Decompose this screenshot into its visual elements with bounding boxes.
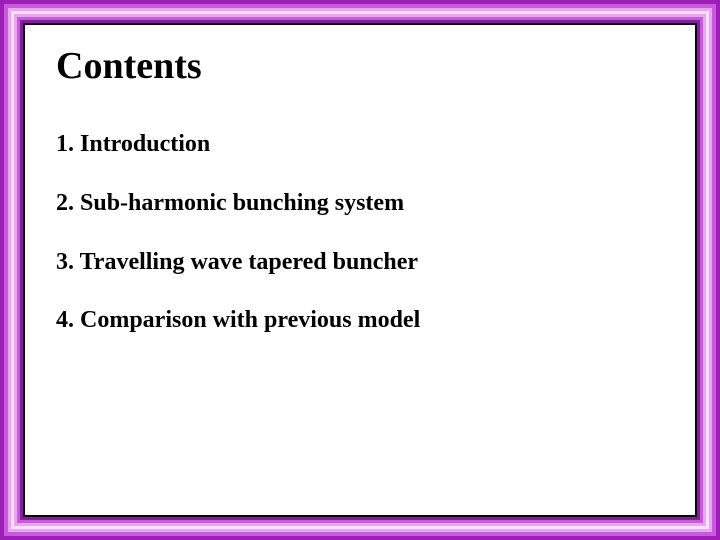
slide-title: Contents <box>56 44 664 88</box>
contents-item: 4. Comparison with previous model <box>56 306 664 335</box>
contents-item: 1. Introduction <box>56 130 664 159</box>
contents-list: 1. Introduction 2. Sub-harmonic bunching … <box>56 130 664 335</box>
slide-content: Contents 1. Introduction 2. Sub-harmonic … <box>56 44 664 496</box>
contents-item: 3. Travelling wave tapered buncher <box>56 248 664 277</box>
contents-item: 2. Sub-harmonic bunching system <box>56 189 664 218</box>
slide-frame: Contents 1. Introduction 2. Sub-harmonic … <box>0 0 720 540</box>
